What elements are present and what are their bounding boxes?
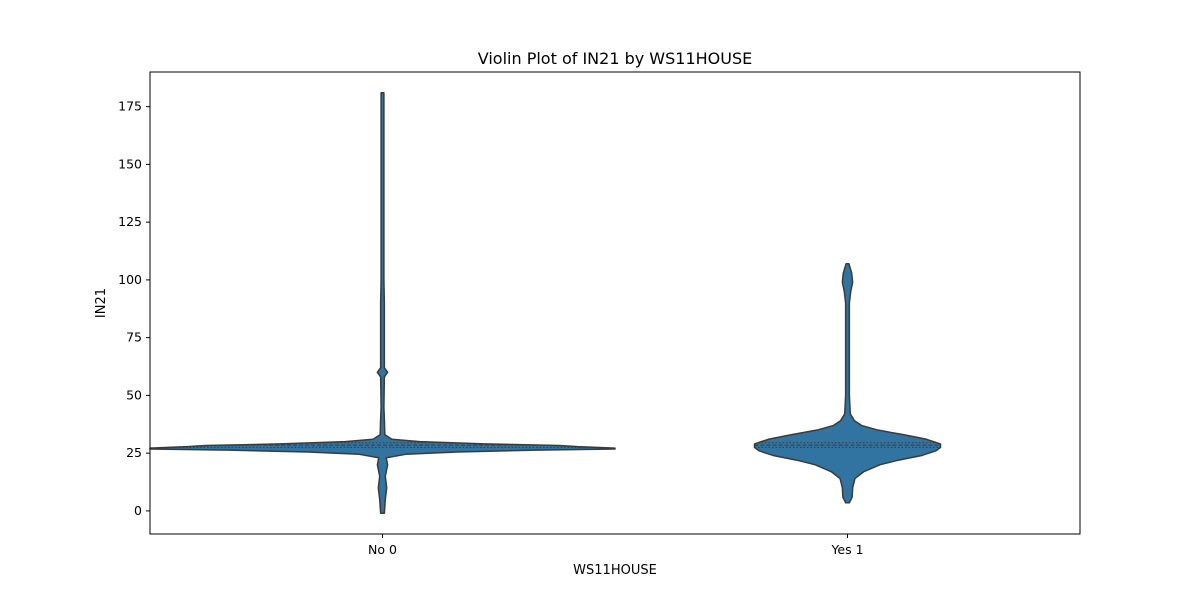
y-tick-label: 75 <box>126 330 142 345</box>
y-axis: 0 25 50 75 100 125 150 175 <box>118 99 150 518</box>
y-tick-label: 125 <box>118 214 142 229</box>
y-tick-label: 175 <box>118 99 142 114</box>
y-tick-label: 150 <box>118 156 142 171</box>
x-axis-label: WS11HOUSE <box>573 563 657 578</box>
y-tick-label: 100 <box>118 272 142 287</box>
x-tick-label: Yes 1 <box>830 542 863 557</box>
y-tick-label: 0 <box>134 503 142 518</box>
violins-group <box>149 92 942 514</box>
y-axis-label: IN21 <box>94 288 109 318</box>
violin-body <box>149 92 616 514</box>
violin-body <box>753 262 942 504</box>
chart-title: Violin Plot of IN21 by WS11HOUSE <box>478 49 752 68</box>
plot-frame <box>149 71 1081 535</box>
x-tick-label: No 0 <box>368 542 397 557</box>
x-axis: No 0 Yes 1 <box>368 534 864 557</box>
y-tick-label: 50 <box>126 387 142 402</box>
y-tick-label: 25 <box>126 445 142 460</box>
